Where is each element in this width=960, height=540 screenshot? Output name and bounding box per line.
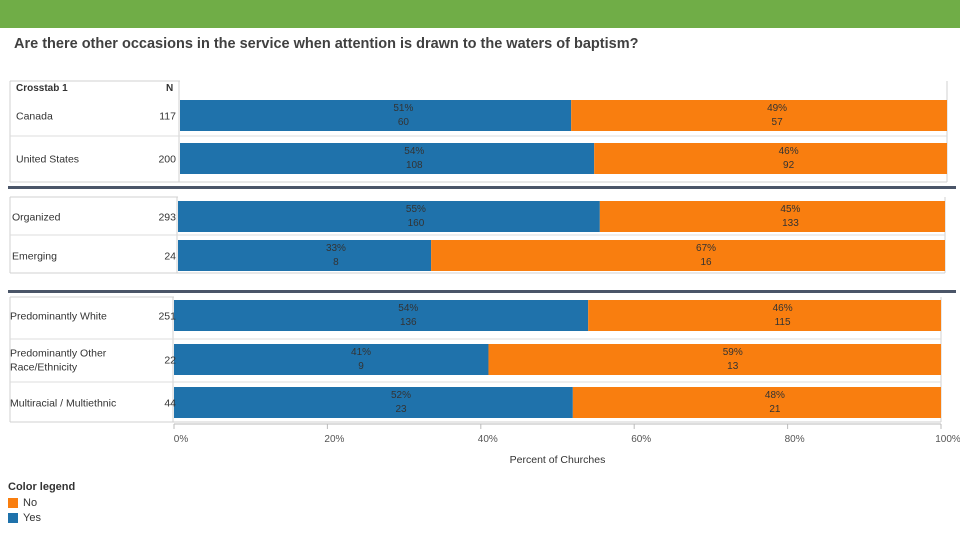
yes-count-label: 108 [406, 160, 423, 171]
row-n-value: 251 [158, 311, 176, 323]
legend-swatch-yes [8, 512, 18, 523]
no-count-label: 21 [769, 404, 781, 415]
yes-count-label: 9 [358, 361, 364, 372]
bar-yes [180, 100, 572, 131]
row-n-value: 22 [164, 355, 176, 367]
yes-count-label: 8 [333, 257, 339, 268]
row-n-value: 117 [159, 111, 176, 123]
bar-yes [178, 240, 432, 271]
bar-no [588, 300, 941, 331]
bar-no [488, 344, 941, 375]
bar-yes [174, 300, 589, 331]
no-percent-label: 46% [779, 146, 799, 157]
x-tick-label: 0% [174, 434, 189, 445]
page-title: Are there other occasions in the service… [14, 36, 639, 52]
no-percent-label: 49% [767, 103, 787, 114]
row-label: Canada [16, 111, 53, 123]
no-percent-label: 45% [780, 204, 800, 215]
yes-count-label: 160 [408, 218, 425, 229]
legend-swatch-no [8, 497, 18, 508]
no-count-label: 133 [782, 218, 799, 229]
no-count-label: 92 [783, 160, 795, 171]
yes-percent-label: 54% [404, 146, 424, 157]
no-count-label: 13 [727, 361, 739, 372]
row-label: Emerging [12, 251, 57, 263]
legend-item-no: No [8, 495, 75, 510]
row-label: Race/Ethnicity [10, 362, 78, 374]
no-percent-label: 67% [696, 243, 716, 254]
no-count-label: 57 [772, 117, 784, 128]
row-n-value: 44 [164, 398, 176, 410]
legend-label-no: No [23, 496, 38, 509]
group-separator [8, 290, 956, 293]
row-label: Multiracial / Multiethnic [10, 398, 116, 410]
no-percent-label: 59% [723, 347, 743, 358]
row-label: Predominantly White [10, 311, 107, 323]
n-column-header: N [166, 83, 173, 94]
bar-yes [180, 143, 595, 174]
bar-yes [174, 344, 489, 375]
yes-percent-label: 54% [398, 303, 418, 314]
legend-item-yes: Yes [8, 510, 75, 525]
x-tick-label: 100% [935, 434, 960, 445]
bar-no [571, 100, 947, 131]
x-tick-label: 80% [785, 434, 805, 445]
row-n-value: 293 [158, 212, 176, 224]
yes-count-label: 23 [395, 404, 407, 415]
x-axis-title: Percent of Churches [510, 454, 606, 466]
yes-percent-label: 55% [406, 204, 426, 215]
yes-count-label: 136 [400, 317, 417, 328]
x-tick-label: 60% [631, 434, 651, 445]
row-n-value: 200 [158, 154, 176, 166]
legend-label-yes: Yes [23, 511, 41, 524]
bar-no [431, 240, 945, 271]
bar-no [594, 143, 947, 174]
header-bar [0, 0, 960, 28]
crosstab-header: Crosstab 1 [16, 83, 68, 94]
row-label: United States [16, 154, 79, 166]
no-percent-label: 46% [773, 303, 793, 314]
yes-percent-label: 52% [391, 390, 411, 401]
yes-percent-label: 51% [393, 103, 413, 114]
bar-yes [174, 387, 573, 418]
bar-no [599, 201, 945, 232]
group-separator [8, 186, 956, 189]
yes-percent-label: 33% [326, 243, 346, 254]
no-count-label: 16 [700, 257, 712, 268]
legend-title: Color legend [8, 481, 76, 493]
row-n-value: 24 [164, 251, 176, 263]
row-label: Predominantly Other [10, 348, 107, 360]
x-tick-label: 40% [478, 434, 498, 445]
bar-yes [178, 201, 600, 232]
yes-percent-label: 41% [351, 347, 371, 358]
no-percent-label: 48% [765, 390, 785, 401]
bar-no [572, 387, 941, 418]
row-label: Organized [12, 212, 61, 224]
no-count-label: 115 [775, 317, 791, 328]
yes-count-label: 60 [398, 117, 410, 128]
color-legend: Color legend No Yes [8, 481, 75, 525]
x-tick-label: 20% [324, 434, 344, 445]
